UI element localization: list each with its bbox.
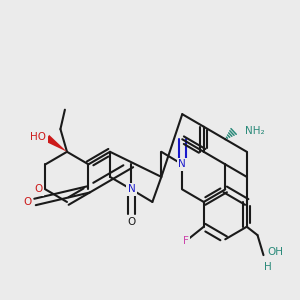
Text: N: N [128, 184, 135, 194]
Text: H: H [264, 262, 272, 272]
Text: O: O [23, 197, 32, 207]
Text: N: N [178, 159, 186, 169]
Text: HO: HO [30, 132, 46, 142]
Polygon shape [45, 135, 67, 152]
Text: O: O [34, 184, 42, 194]
Text: O: O [128, 217, 136, 227]
Text: OH: OH [267, 247, 283, 257]
Text: F: F [183, 236, 189, 246]
Text: NH₂: NH₂ [245, 127, 265, 136]
